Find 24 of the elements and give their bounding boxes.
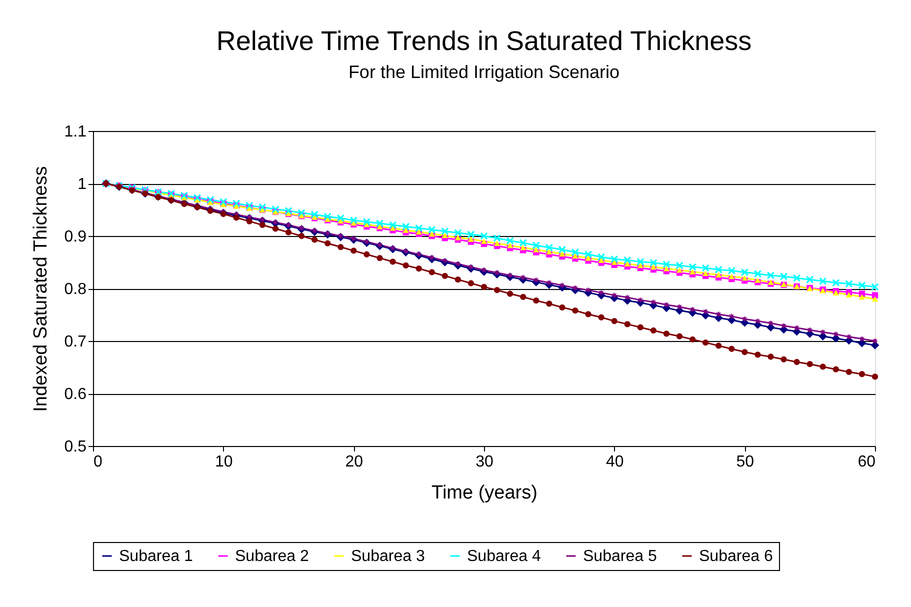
y-tick-label: 0.8 bbox=[64, 281, 87, 298]
legend-label: Subarea 4 bbox=[467, 548, 541, 565]
chart-title: Relative Time Trends in Saturated Thickness bbox=[216, 26, 752, 56]
legend-label: Subarea 6 bbox=[699, 548, 773, 565]
x-tick-label: 10 bbox=[214, 454, 233, 470]
legend-label: Subarea 1 bbox=[119, 548, 193, 565]
y-tick-label: 0.5 bbox=[64, 438, 87, 456]
x-axis-title: Time (years) bbox=[432, 482, 538, 504]
legend-label: Subarea 2 bbox=[235, 548, 309, 565]
x-tick-label: 0 bbox=[94, 454, 102, 470]
y-tick-label: 1 bbox=[78, 176, 87, 193]
legend-label: Subarea 3 bbox=[351, 548, 425, 565]
y-tick-label: 0.7 bbox=[64, 334, 87, 350]
x-tick-label: 20 bbox=[345, 454, 364, 470]
x-tick-label: 60 bbox=[858, 454, 876, 470]
legend-label: Subarea 5 bbox=[583, 548, 657, 565]
y-tick-label: 0.9 bbox=[64, 228, 87, 246]
chart-subtitle: For the Limited Irrigation Scenario bbox=[348, 62, 620, 82]
y-tick-label: 0.6 bbox=[64, 386, 87, 403]
x-tick-label: 30 bbox=[476, 454, 494, 470]
x-tick-label: 50 bbox=[736, 454, 754, 470]
y-axis-title: Indexed Saturated Thickness bbox=[30, 166, 52, 412]
x-tick-label: 40 bbox=[606, 454, 624, 470]
y-tick-label: 1.1 bbox=[64, 124, 87, 140]
